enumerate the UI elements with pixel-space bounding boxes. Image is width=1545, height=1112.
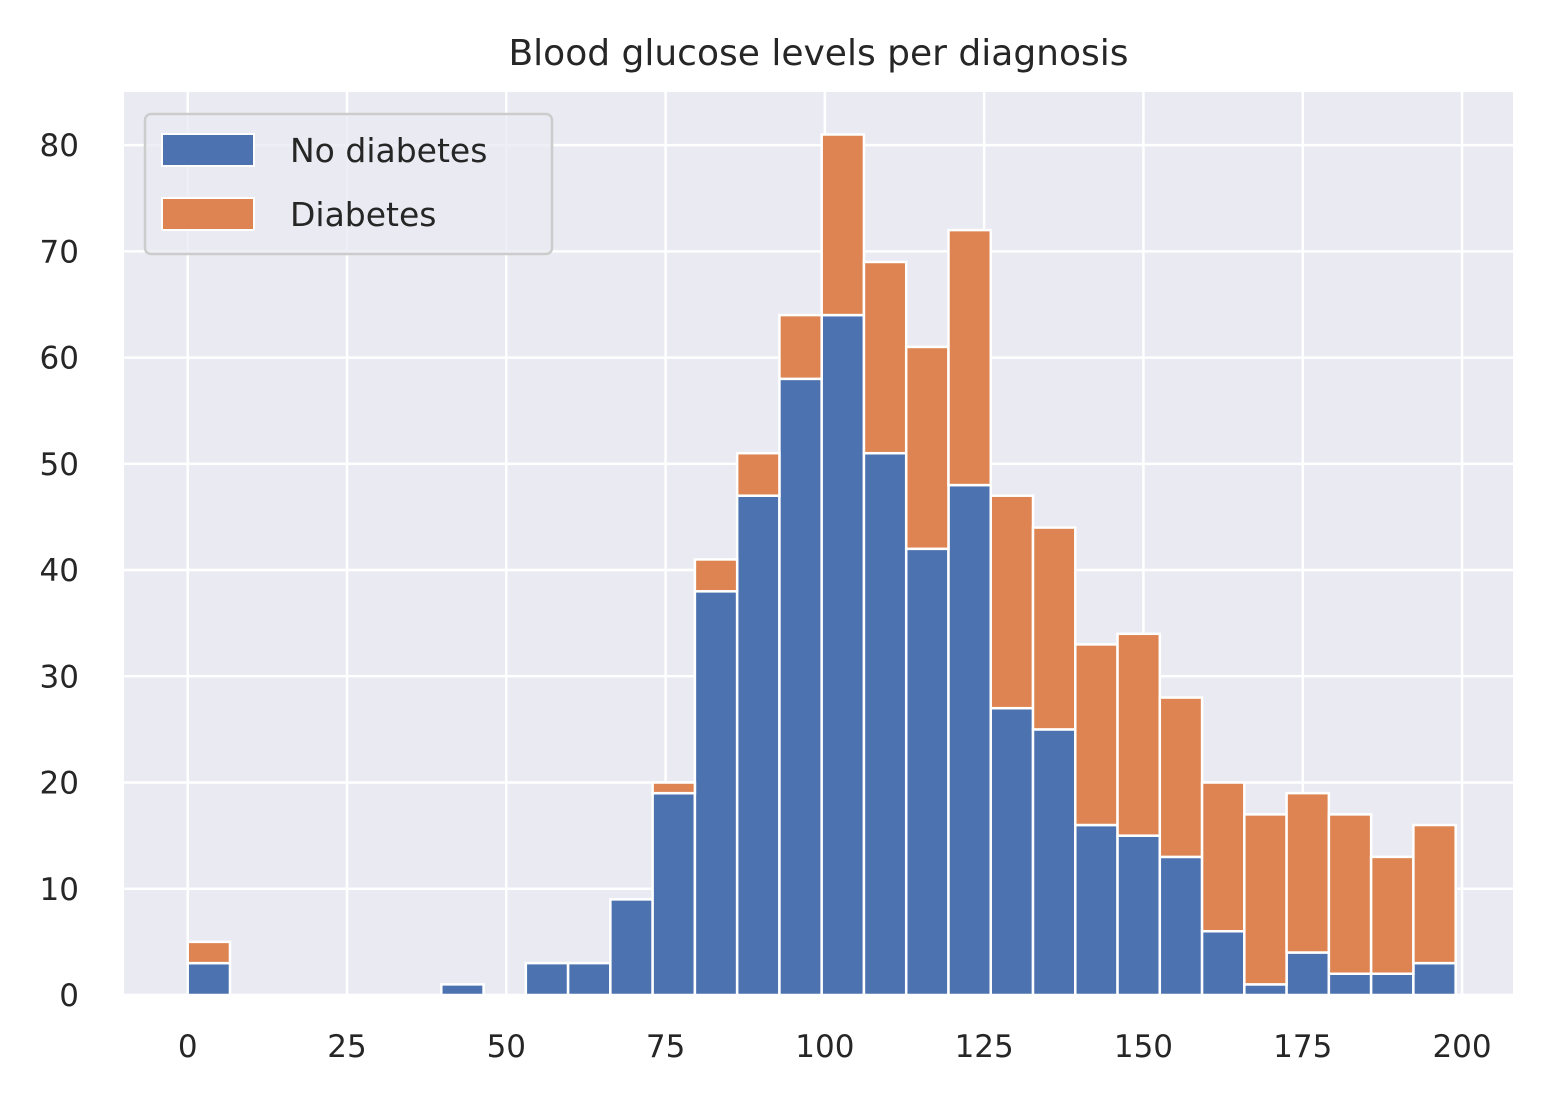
- y-tick-label: 30: [40, 659, 79, 695]
- legend-label-no-diabetes: No diabetes: [290, 131, 487, 170]
- bar-diabetes-24: [1200, 781, 1246, 933]
- y-tick-label: 10: [40, 872, 79, 908]
- y-tick-label: 50: [40, 447, 79, 483]
- bar-diabetes-17: [904, 345, 950, 551]
- bar-diabetes-0: [186, 940, 232, 965]
- legend-label-diabetes: Diabetes: [290, 195, 437, 234]
- bar-diabetes-19: [989, 494, 1035, 710]
- bar-diabetes-22: [1116, 632, 1162, 837]
- y-tick-label: 0: [59, 978, 79, 1014]
- bar-diabetes-26: [1285, 791, 1331, 954]
- bar-diabetes-12: [693, 558, 739, 593]
- x-tick-label: 50: [487, 1029, 526, 1065]
- x-tick-label: 125: [955, 1029, 1014, 1065]
- bar-diabetes-20: [1031, 526, 1077, 731]
- bar-no-diabetes-18: [947, 483, 992, 997]
- bar-no-diabetes-24: [1200, 930, 1246, 997]
- bar-no-diabetes-11: [651, 791, 697, 997]
- bar-diabetes-25: [1243, 813, 1288, 986]
- bar-diabetes-28: [1369, 855, 1415, 976]
- bar-diabetes-27: [1327, 813, 1373, 976]
- x-tick-label: 25: [327, 1029, 366, 1065]
- legend-swatch-no-diabetes: [161, 133, 255, 167]
- bar-diabetes-23: [1158, 696, 1204, 859]
- bar-no-diabetes-0: [186, 961, 232, 997]
- bar-no-diabetes-6: [440, 983, 485, 997]
- bar-no-diabetes-14: [778, 377, 823, 997]
- bar-no-diabetes-10: [609, 898, 654, 997]
- bar-no-diabetes-12: [693, 590, 739, 997]
- bar-diabetes-11: [651, 781, 697, 795]
- tick-labels: 0 25 50 75 100 125 150 175 200 0 10 20 30 40 50 60 70 80: [40, 128, 1492, 1065]
- bar-no-diabetes-29: [1412, 961, 1457, 997]
- bar-no-diabetes-8: [524, 961, 570, 997]
- bar-no-diabetes-26: [1285, 951, 1331, 997]
- bar-diabetes-18: [947, 228, 992, 487]
- bar-no-diabetes-13: [735, 494, 781, 997]
- bar-no-diabetes-22: [1116, 834, 1162, 997]
- x-tick-label: 175: [1273, 1029, 1332, 1065]
- y-tick-label: 40: [40, 553, 79, 589]
- bar-no-diabetes-27: [1327, 972, 1373, 997]
- bar-diabetes-29: [1412, 823, 1457, 965]
- y-tick-label: 70: [40, 234, 79, 270]
- bar-diabetes-21: [1074, 643, 1119, 827]
- x-tick-label: 200: [1432, 1029, 1491, 1065]
- y-tick-label: 60: [40, 341, 79, 377]
- y-tick-label: 80: [40, 128, 79, 164]
- bar-no-diabetes-25: [1243, 983, 1288, 997]
- bar-no-diabetes-23: [1158, 855, 1204, 997]
- legend: No diabetes Diabetes: [143, 112, 554, 256]
- bar-no-diabetes-21: [1074, 823, 1119, 997]
- x-tick-label: 150: [1114, 1029, 1173, 1065]
- bar-no-diabetes-16: [862, 451, 908, 997]
- bar-diabetes-15: [820, 133, 866, 317]
- x-tick-label: 0: [178, 1029, 198, 1065]
- bar-no-diabetes-17: [904, 547, 950, 997]
- bar-no-diabetes-20: [1031, 728, 1077, 997]
- chart-title: Blood glucose levels per diagnosis: [508, 33, 1128, 74]
- bar-diabetes-16: [862, 260, 908, 455]
- bar-no-diabetes-19: [989, 706, 1035, 997]
- x-tick-label: 100: [795, 1029, 854, 1065]
- bars: [186, 133, 1457, 997]
- bar-no-diabetes-9: [566, 961, 612, 997]
- bar-no-diabetes-15: [820, 313, 866, 997]
- bar-diabetes-13: [735, 451, 781, 497]
- bar-diabetes-14: [778, 313, 823, 381]
- x-tick-label: 75: [646, 1029, 685, 1065]
- y-tick-label: 20: [40, 766, 79, 802]
- legend-swatch-diabetes: [161, 197, 255, 231]
- bar-no-diabetes-28: [1369, 972, 1415, 997]
